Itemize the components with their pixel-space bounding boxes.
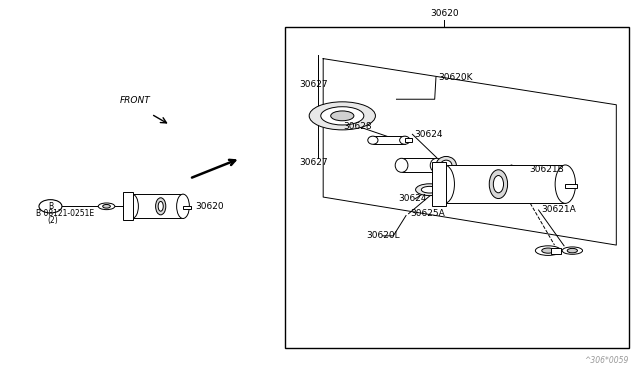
Ellipse shape [395, 158, 408, 172]
Ellipse shape [125, 194, 138, 218]
Ellipse shape [158, 201, 163, 211]
Text: 30621A: 30621A [541, 205, 577, 215]
Text: ^306*0059: ^306*0059 [585, 356, 629, 365]
Text: B: B [48, 202, 53, 211]
Ellipse shape [331, 111, 354, 121]
Text: 30624: 30624 [398, 195, 427, 203]
Ellipse shape [156, 198, 166, 215]
Ellipse shape [536, 246, 561, 256]
Ellipse shape [562, 247, 582, 254]
Ellipse shape [434, 165, 454, 203]
Text: 30628: 30628 [344, 122, 372, 131]
Ellipse shape [493, 176, 504, 193]
Text: 30620: 30620 [196, 202, 225, 211]
Ellipse shape [438, 180, 460, 196]
Bar [431, 162, 445, 206]
Bar [123, 192, 133, 220]
Ellipse shape [555, 165, 575, 203]
Ellipse shape [541, 248, 554, 253]
Text: FRONT: FRONT [120, 96, 150, 105]
Ellipse shape [99, 203, 115, 210]
Text: 30620K: 30620K [438, 73, 472, 81]
Bar [551, 248, 561, 254]
Bar [401, 158, 436, 172]
Bar [373, 136, 404, 144]
Ellipse shape [443, 183, 454, 193]
Bar [444, 165, 565, 203]
Ellipse shape [489, 170, 508, 199]
Ellipse shape [415, 184, 444, 196]
Bar [183, 206, 191, 209]
Text: 30621B: 30621B [529, 165, 564, 174]
Ellipse shape [321, 107, 364, 125]
Ellipse shape [368, 136, 378, 144]
Text: 30624: 30624 [414, 130, 443, 139]
Ellipse shape [436, 157, 456, 174]
Text: 30627: 30627 [300, 80, 328, 89]
Ellipse shape [430, 158, 443, 172]
Text: B 08121-0251E: B 08121-0251E [36, 209, 95, 218]
Bar [285, 27, 629, 349]
Ellipse shape [399, 136, 410, 144]
Bar [565, 184, 577, 188]
Ellipse shape [309, 102, 376, 130]
Ellipse shape [567, 248, 577, 253]
Text: 30625A: 30625A [410, 209, 445, 218]
Ellipse shape [440, 160, 452, 170]
Text: 30627: 30627 [300, 157, 328, 167]
Text: (2): (2) [47, 216, 58, 225]
Text: 30620L: 30620L [367, 231, 400, 240]
Ellipse shape [102, 205, 110, 208]
Bar [132, 194, 183, 218]
Ellipse shape [421, 186, 438, 193]
Bar [404, 138, 412, 142]
Ellipse shape [177, 194, 189, 218]
Text: 30620: 30620 [430, 9, 459, 18]
